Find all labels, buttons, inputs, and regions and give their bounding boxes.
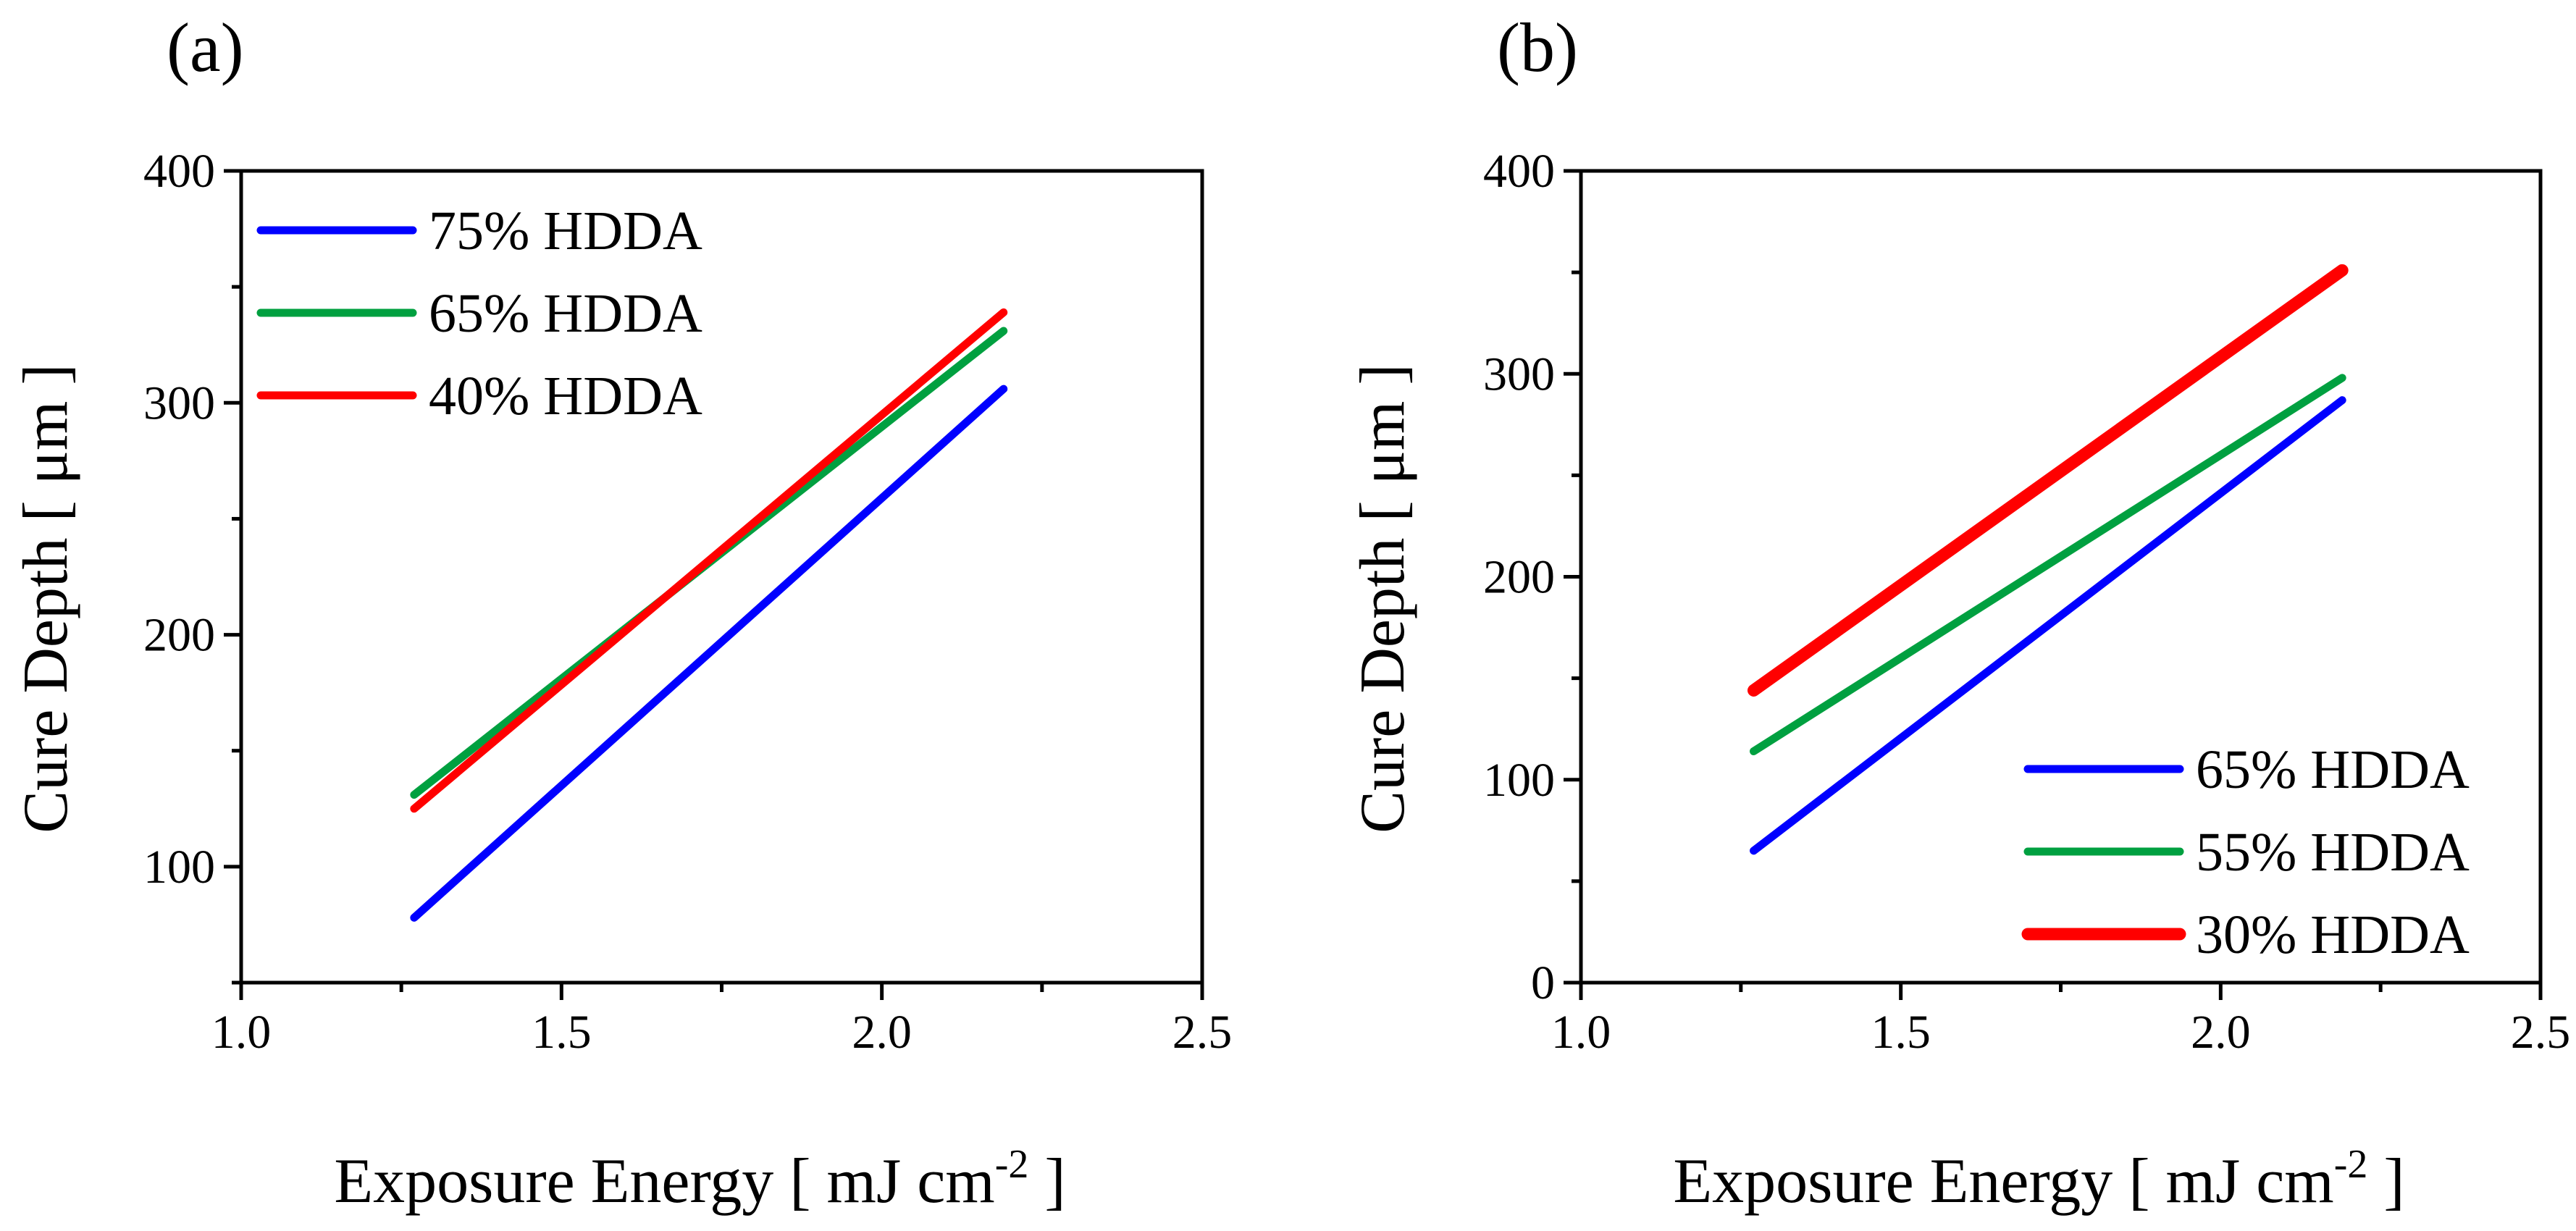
x-axis-label: Exposure Energy [ mJ cm-2 ] xyxy=(1673,1142,2404,1217)
x-axis-label-end: ] xyxy=(1028,1146,1065,1217)
panel-label: (a) xyxy=(167,9,244,86)
plot-frame xyxy=(239,169,1204,985)
x-tick-label: 1.5 xyxy=(532,1006,592,1059)
x-axis-label: Exposure Energy [ mJ cm-2 ] xyxy=(334,1142,1065,1217)
panel-b: (b) 1.0 1.5 2.0 2.5 0 100 200 300 400 Exposure Ene… xyxy=(1348,9,2570,1217)
series-line xyxy=(1750,396,2346,855)
panel-label: (b) xyxy=(1497,9,1578,86)
x-axis-label-superscript: -2 xyxy=(2334,1142,2368,1187)
y-tick-label: 200 xyxy=(1483,551,1555,604)
x-tick-label: 2.0 xyxy=(2191,1006,2251,1059)
series-line xyxy=(1748,264,2349,697)
y-tick-label: 100 xyxy=(1483,754,1555,807)
y-tick-label: 0 xyxy=(1531,957,1555,1009)
x-tick-label: 2.5 xyxy=(2511,1006,2571,1059)
legend-label: 30% HDDA xyxy=(2196,904,2470,965)
y-axis-label: Cure Depth [ μm ] xyxy=(1348,364,1418,833)
x-tick-label: 2.5 xyxy=(1172,1006,1233,1059)
x-axis-label-main: Exposure Energy [ mJ cm xyxy=(334,1146,994,1217)
legend-label: 75% HDDA xyxy=(429,201,702,261)
y-tick-label: 100 xyxy=(143,841,215,894)
y-axis-label: Cure Depth [ μm ] xyxy=(11,364,81,833)
y-tick-label: 400 xyxy=(143,145,215,198)
y-tick-label: 300 xyxy=(1483,348,1555,400)
x-tick-label: 2.0 xyxy=(852,1006,912,1059)
x-axis-label-main: Exposure Energy [ mJ cm xyxy=(1673,1146,2333,1217)
x-axis-label-end: ] xyxy=(2367,1146,2404,1217)
y-tick-label: 300 xyxy=(143,377,215,429)
legend-label: 55% HDDA xyxy=(2196,822,2470,883)
panel-a: (a) 1.0 1.5 2.0 2.5 100 200 300 400 Exposure Ener… xyxy=(11,9,1232,1217)
series-line xyxy=(410,308,1008,813)
legend-label: 40% HDDA xyxy=(429,366,702,427)
x-tick-label: 1.0 xyxy=(211,1006,272,1059)
y-tick-label: 400 xyxy=(1483,145,1555,198)
series-line xyxy=(410,385,1008,922)
x-tick-label: 1.5 xyxy=(1871,1006,1931,1059)
legend-label: 65% HDDA xyxy=(2196,739,2470,800)
x-tick-label: 1.0 xyxy=(1551,1006,1611,1059)
y-tick-label: 200 xyxy=(143,609,215,662)
series-line xyxy=(1750,374,2346,756)
legend-label: 65% HDDA xyxy=(429,283,702,344)
x-axis-label-superscript: -2 xyxy=(995,1142,1029,1187)
